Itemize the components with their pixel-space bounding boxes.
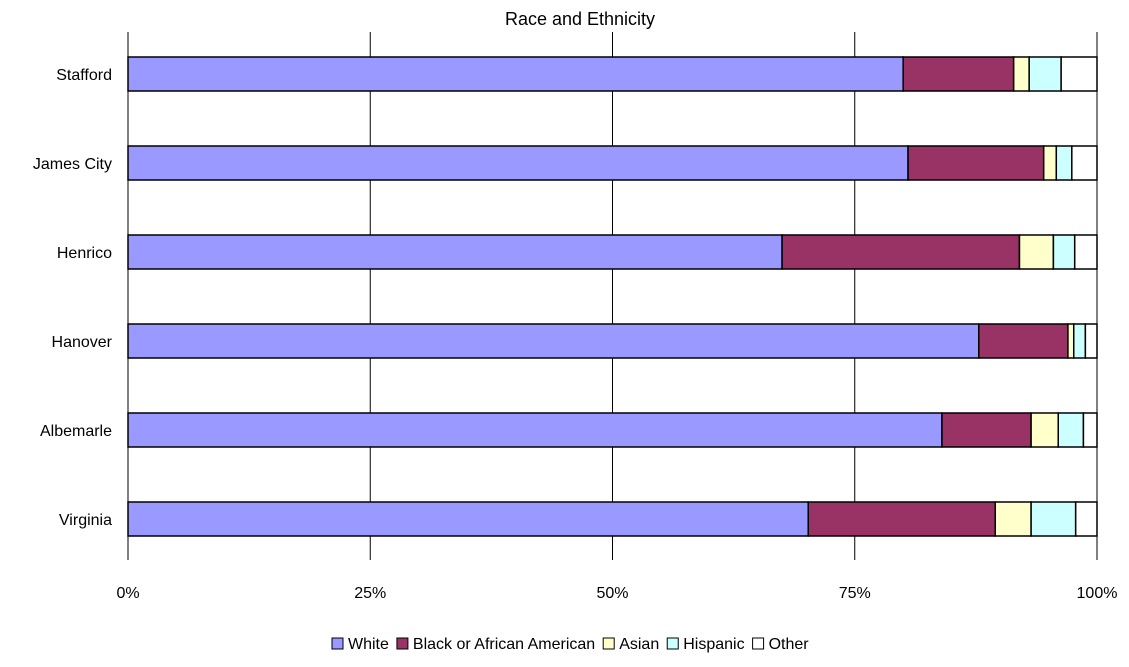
bar-segment	[907, 145, 1045, 181]
legend-swatch	[331, 637, 344, 650]
bar-segment	[127, 56, 904, 92]
chart-title: Race and Ethnicity	[505, 9, 655, 29]
bar-segment	[127, 323, 980, 359]
category-label: Hanover	[52, 334, 113, 351]
grid-lines	[127, 32, 1098, 560]
bar-segment	[1052, 234, 1076, 270]
bar-segment	[994, 501, 1032, 537]
bar-segment	[127, 412, 943, 448]
category-label: Henrico	[57, 245, 112, 262]
bar-segment	[1060, 56, 1098, 92]
bar-segment	[1082, 412, 1098, 448]
legend-swatch	[752, 637, 765, 650]
bar-segment	[1071, 145, 1098, 181]
bar-segment	[1028, 56, 1062, 92]
legend-swatch	[602, 637, 615, 650]
x-tick-label: 75%	[839, 585, 871, 602]
legend-label: Hispanic	[683, 636, 744, 653]
category-label: James City	[33, 156, 112, 173]
bar-segment	[1018, 234, 1055, 270]
legend: White Black or African American Asian Hispa…	[331, 636, 810, 653]
legend-label: Asian	[619, 636, 659, 653]
bar-segment	[1055, 145, 1073, 181]
x-tick-label: 25%	[354, 585, 386, 602]
x-tick-label: 0%	[116, 585, 139, 602]
bar-segment	[1084, 323, 1098, 359]
bar-segment	[941, 412, 1032, 448]
bar-segment	[1072, 323, 1087, 359]
bar-segment	[978, 323, 1069, 359]
legend-label: Other	[769, 636, 810, 653]
category-label: Stafford	[56, 67, 112, 84]
legend-label: White	[348, 636, 389, 653]
bar-segment	[127, 234, 783, 270]
bar-segment	[1030, 412, 1059, 448]
bar-segment	[781, 234, 1021, 270]
legend-swatch	[666, 637, 679, 650]
legend-label: Black or African American	[413, 636, 595, 653]
bar-segment	[1073, 234, 1098, 270]
bar-segment	[902, 56, 1015, 92]
bar-segment	[1057, 412, 1085, 448]
bar-segment	[1067, 323, 1075, 359]
bar-segment	[127, 145, 909, 181]
bars-group	[127, 56, 1098, 537]
bar-segment	[1042, 145, 1058, 181]
category-label: Albemarle	[40, 423, 112, 440]
bar-segment	[1012, 56, 1030, 92]
x-tick-label: 50%	[596, 585, 628, 602]
x-tick-labels: 0% 25% 50% 75% 100%	[116, 585, 1117, 602]
bar-segment	[807, 501, 997, 537]
legend-swatch	[396, 637, 409, 650]
bar-segment	[1074, 501, 1098, 537]
x-tick-label: 100%	[1077, 585, 1118, 602]
bar-segment	[127, 501, 809, 537]
bar-segment	[1030, 501, 1077, 537]
category-labels: Stafford James City Henrico Hanover Albemarl…	[33, 67, 113, 529]
category-label: Virginia	[59, 512, 112, 529]
